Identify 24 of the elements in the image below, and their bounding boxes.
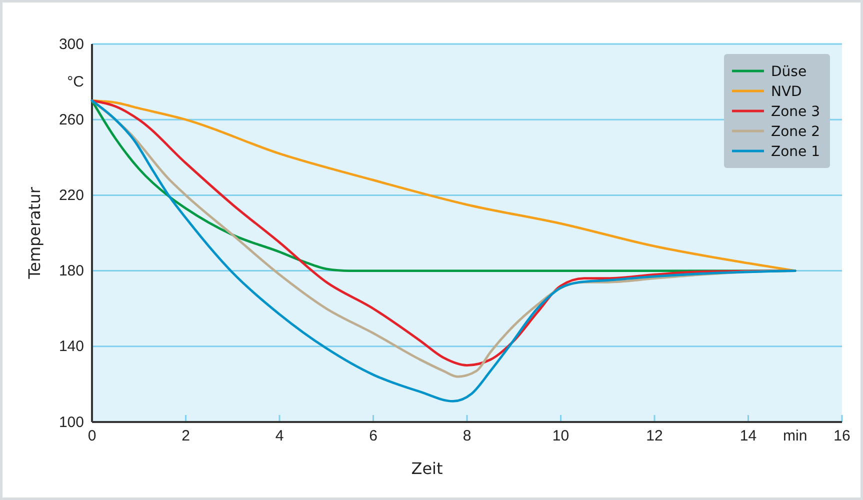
x-tick-label: 2 [182,428,190,445]
x-axis-title: Zeit [411,459,443,478]
x-tick-label: 0 [88,428,96,445]
legend-label: NVD [771,84,802,100]
x-tick-label: 12 [646,428,663,445]
y-tick-label: 220 [58,187,84,204]
x-tick-label: 10 [552,428,570,445]
y-tick-label: 180 [58,262,84,280]
legend-label: Düse [771,64,807,80]
x-tick-label: 16 [834,428,850,445]
y-tick-label: 100 [58,414,84,431]
y-tick-label: °C [67,74,84,91]
y-tick-label: 140 [58,338,84,356]
legend-label: Zone 2 [771,124,820,140]
x-tick-label: 14 [740,428,757,445]
y-axis-title: Temperatur [25,186,44,280]
legend-label: Zone 3 [771,104,820,120]
x-tick-label: 8 [462,428,472,445]
y-tick-label: 260 [58,111,84,128]
x-tick-label: 6 [369,428,378,445]
x-tick-label: min [783,428,808,445]
legend-label: Zone 1 [771,144,820,160]
x-tick-label: 4 [275,428,284,445]
y-tick-label: 300 [58,36,84,53]
